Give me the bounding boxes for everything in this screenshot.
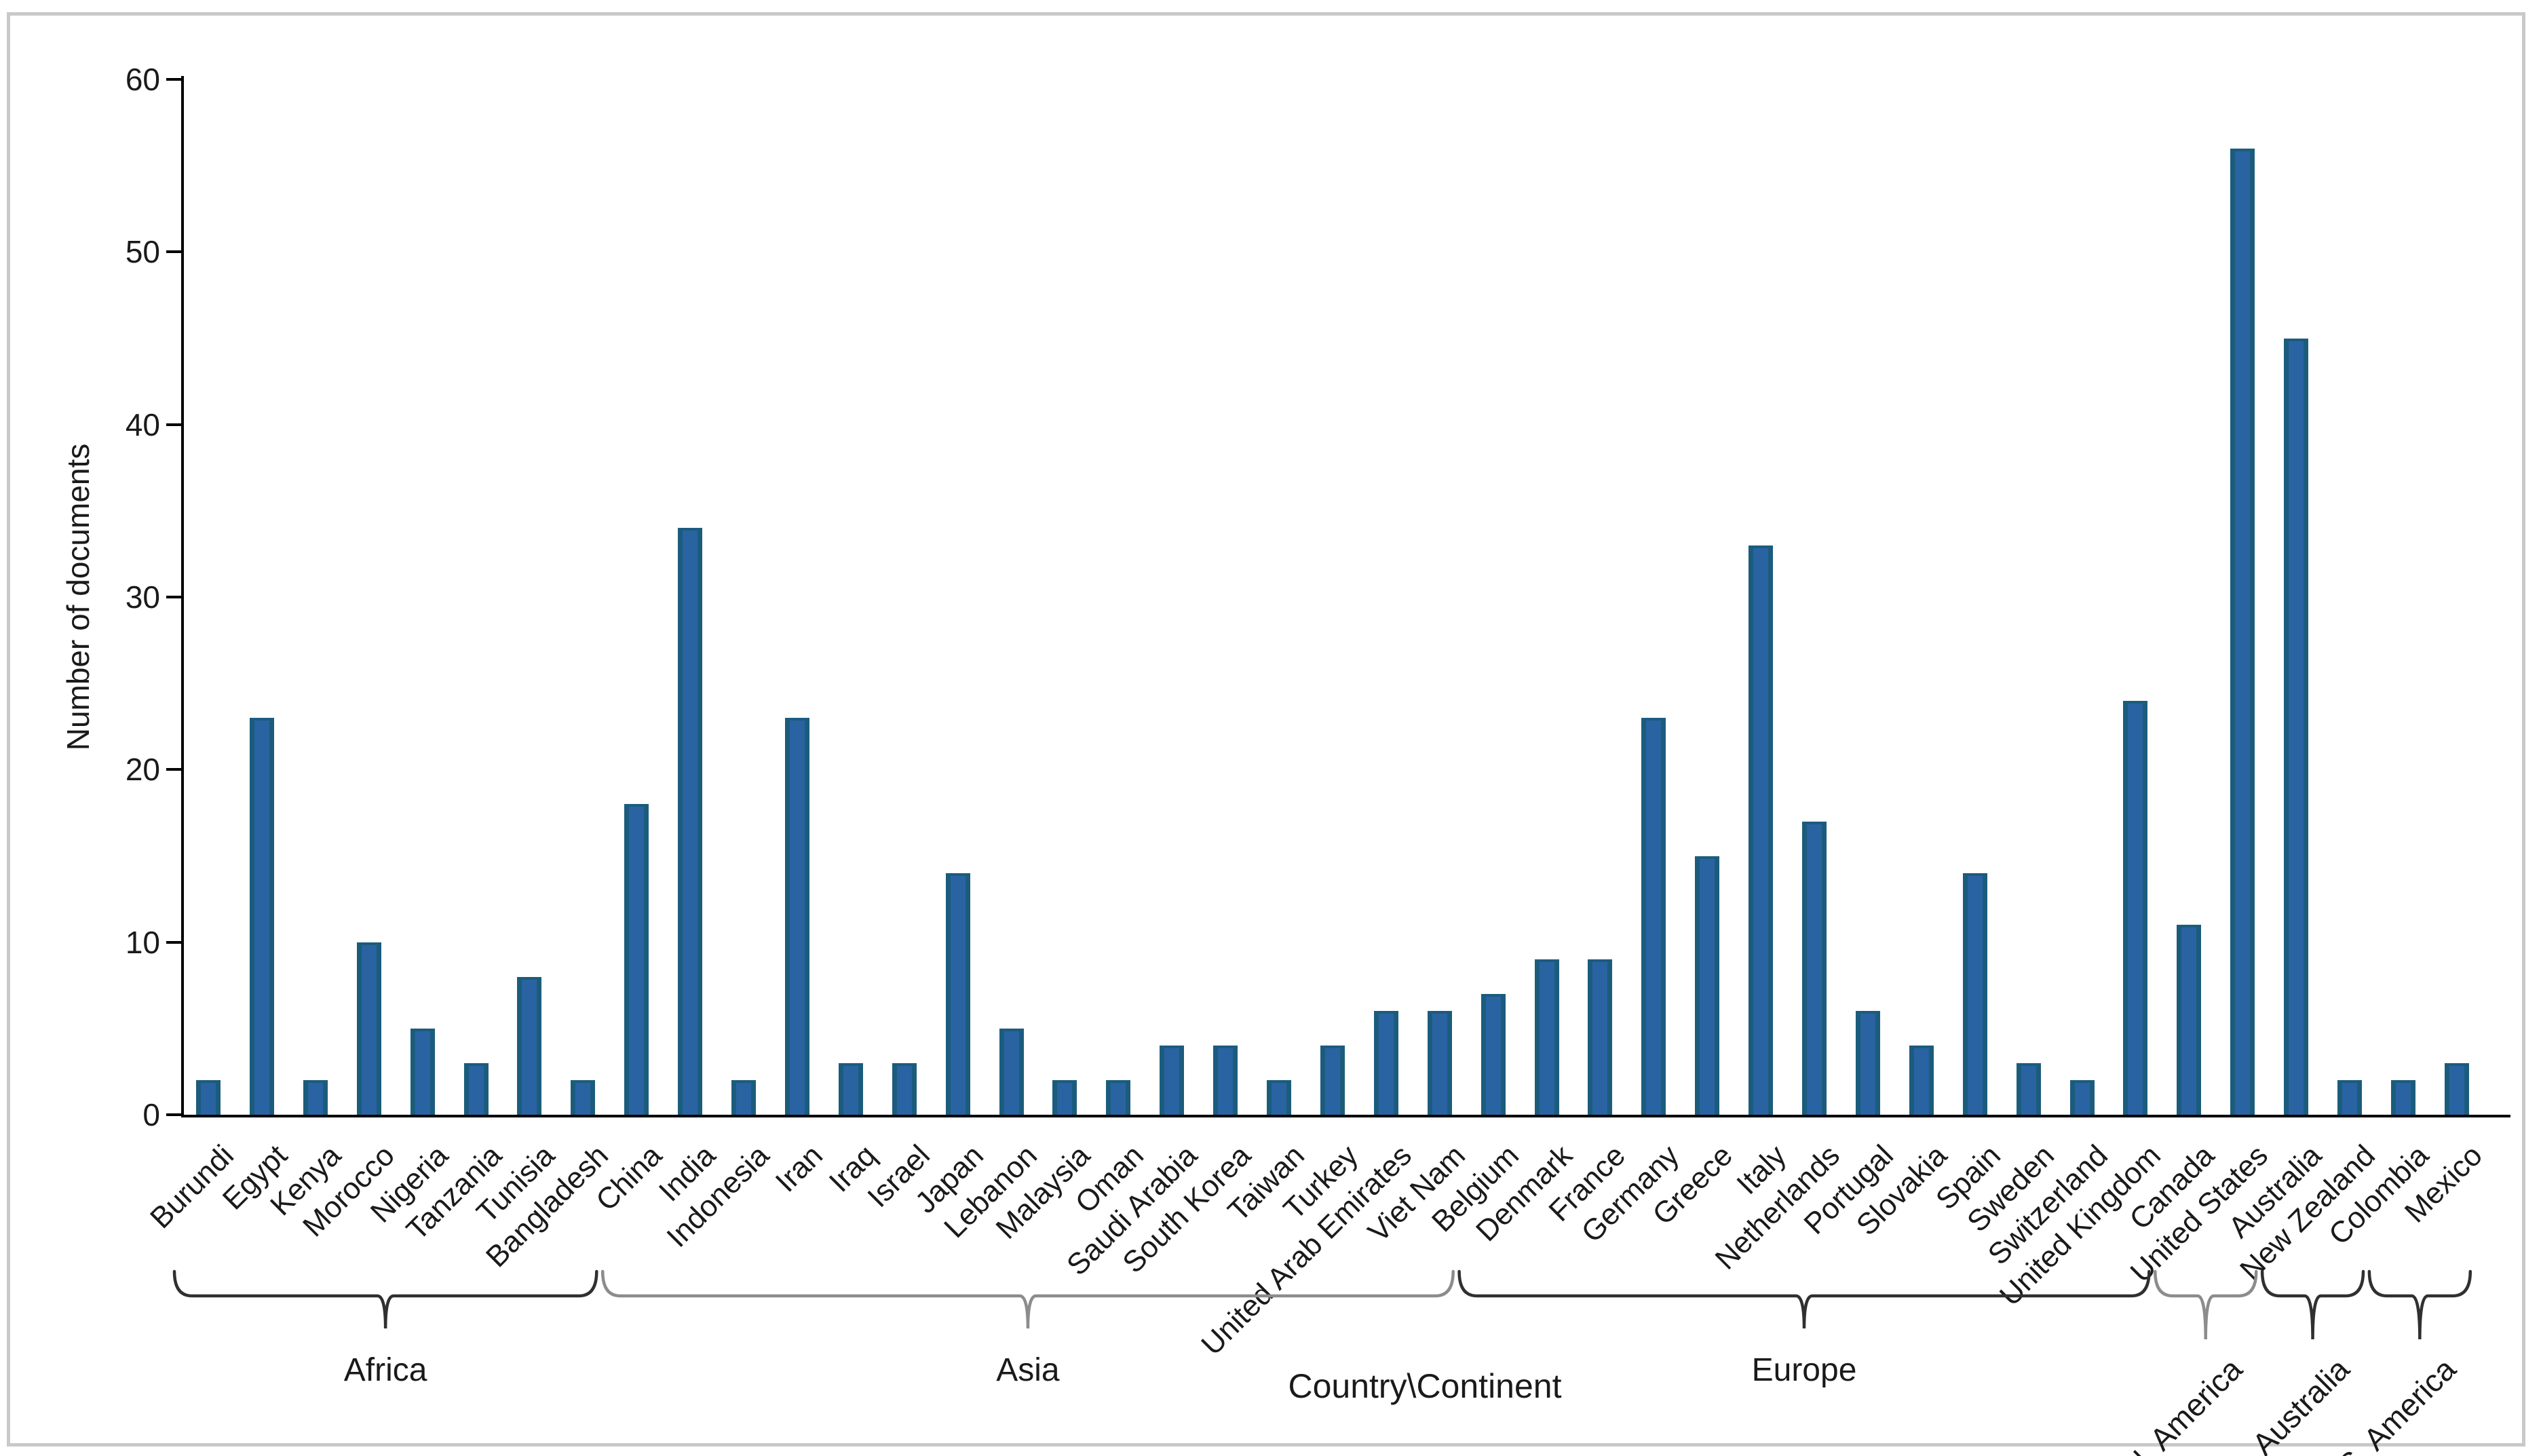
brace-africa (172, 1269, 598, 1329)
bar-tanzania (463, 1063, 489, 1115)
bar-iran (784, 718, 809, 1115)
bar-malaysia (1052, 1080, 1077, 1115)
bar-sweden (2016, 1063, 2041, 1115)
continent-label-europe: Europe (1751, 1352, 1857, 1388)
y-tick-label-30: 30 (125, 579, 160, 615)
bar-portugal (1855, 1011, 1880, 1115)
bar-new-zealand (2337, 1080, 2362, 1115)
bar-netherlands (1802, 822, 1827, 1115)
continent-label-asia: Asia (996, 1352, 1060, 1388)
brace-n-america (2154, 1269, 2258, 1340)
y-tick-10 (166, 940, 181, 944)
y-tick-label-10: 10 (125, 924, 160, 960)
bar-turkey (1320, 1046, 1345, 1115)
bar-italy (1749, 545, 1774, 1115)
bar-france (1588, 959, 1613, 1115)
bar-iraq (838, 1063, 863, 1115)
bar-canada (2177, 925, 2202, 1115)
bar-egypt (249, 718, 274, 1115)
bar-spain (1962, 873, 1987, 1115)
bar-viet-nam (1427, 1011, 1452, 1115)
bar-oman (1106, 1080, 1131, 1115)
y-tick-label-0: 0 (142, 1097, 160, 1132)
bar-united-kingdom (2123, 701, 2148, 1115)
y-tick-30 (166, 596, 181, 598)
bar-morocco (356, 942, 381, 1115)
brace-australia (2260, 1269, 2365, 1340)
y-tick-20 (166, 768, 181, 771)
bar-israel (892, 1063, 917, 1115)
bar-japan (945, 873, 970, 1115)
y-tick-40 (166, 423, 181, 426)
bar-china (624, 804, 649, 1115)
y-tick-50 (166, 250, 181, 254)
bar-belgium (1480, 994, 1506, 1115)
bar-nigeria (410, 1029, 435, 1115)
bar-india (678, 528, 703, 1115)
bar-switzerland (2069, 1080, 2095, 1115)
bar-united-arab-emirates (1373, 1011, 1398, 1115)
bar-indonesia (731, 1080, 756, 1115)
y-tick-60 (166, 78, 181, 81)
brace-asia (600, 1269, 1455, 1329)
x-axis-line (181, 1115, 2510, 1117)
y-tick-label-20: 20 (125, 752, 160, 788)
bar-taiwan (1267, 1080, 1291, 1115)
bar-germany (1641, 718, 1666, 1115)
y-tick-0 (166, 1113, 181, 1116)
bar-australia (2284, 339, 2309, 1115)
bar-tunisia (517, 977, 542, 1115)
brace-europe (1457, 1269, 2151, 1329)
continent-label-africa: Africa (343, 1352, 427, 1388)
bar-burundi (196, 1080, 221, 1115)
y-tick-label-40: 40 (125, 406, 160, 442)
bar-colombia (2390, 1080, 2415, 1115)
bar-denmark (1534, 959, 1559, 1115)
bar-greece (1695, 856, 1720, 1115)
bar-kenya (303, 1080, 328, 1115)
bar-south-korea (1213, 1046, 1238, 1115)
bar-bangladesh (571, 1080, 596, 1115)
x-axis-title: Country\Continent (1288, 1367, 1562, 1405)
y-tick-label-50: 50 (125, 234, 160, 270)
bar-mexico (2444, 1063, 2469, 1115)
y-tick-label-60: 60 (125, 62, 160, 98)
bar-slovakia (1909, 1046, 1934, 1115)
bar-saudi-arabia (1160, 1046, 1185, 1115)
y-axis-line (181, 76, 184, 1117)
brace-s-america (2367, 1269, 2472, 1340)
bar-lebanon (999, 1029, 1024, 1115)
bar-united-states (2230, 149, 2255, 1115)
